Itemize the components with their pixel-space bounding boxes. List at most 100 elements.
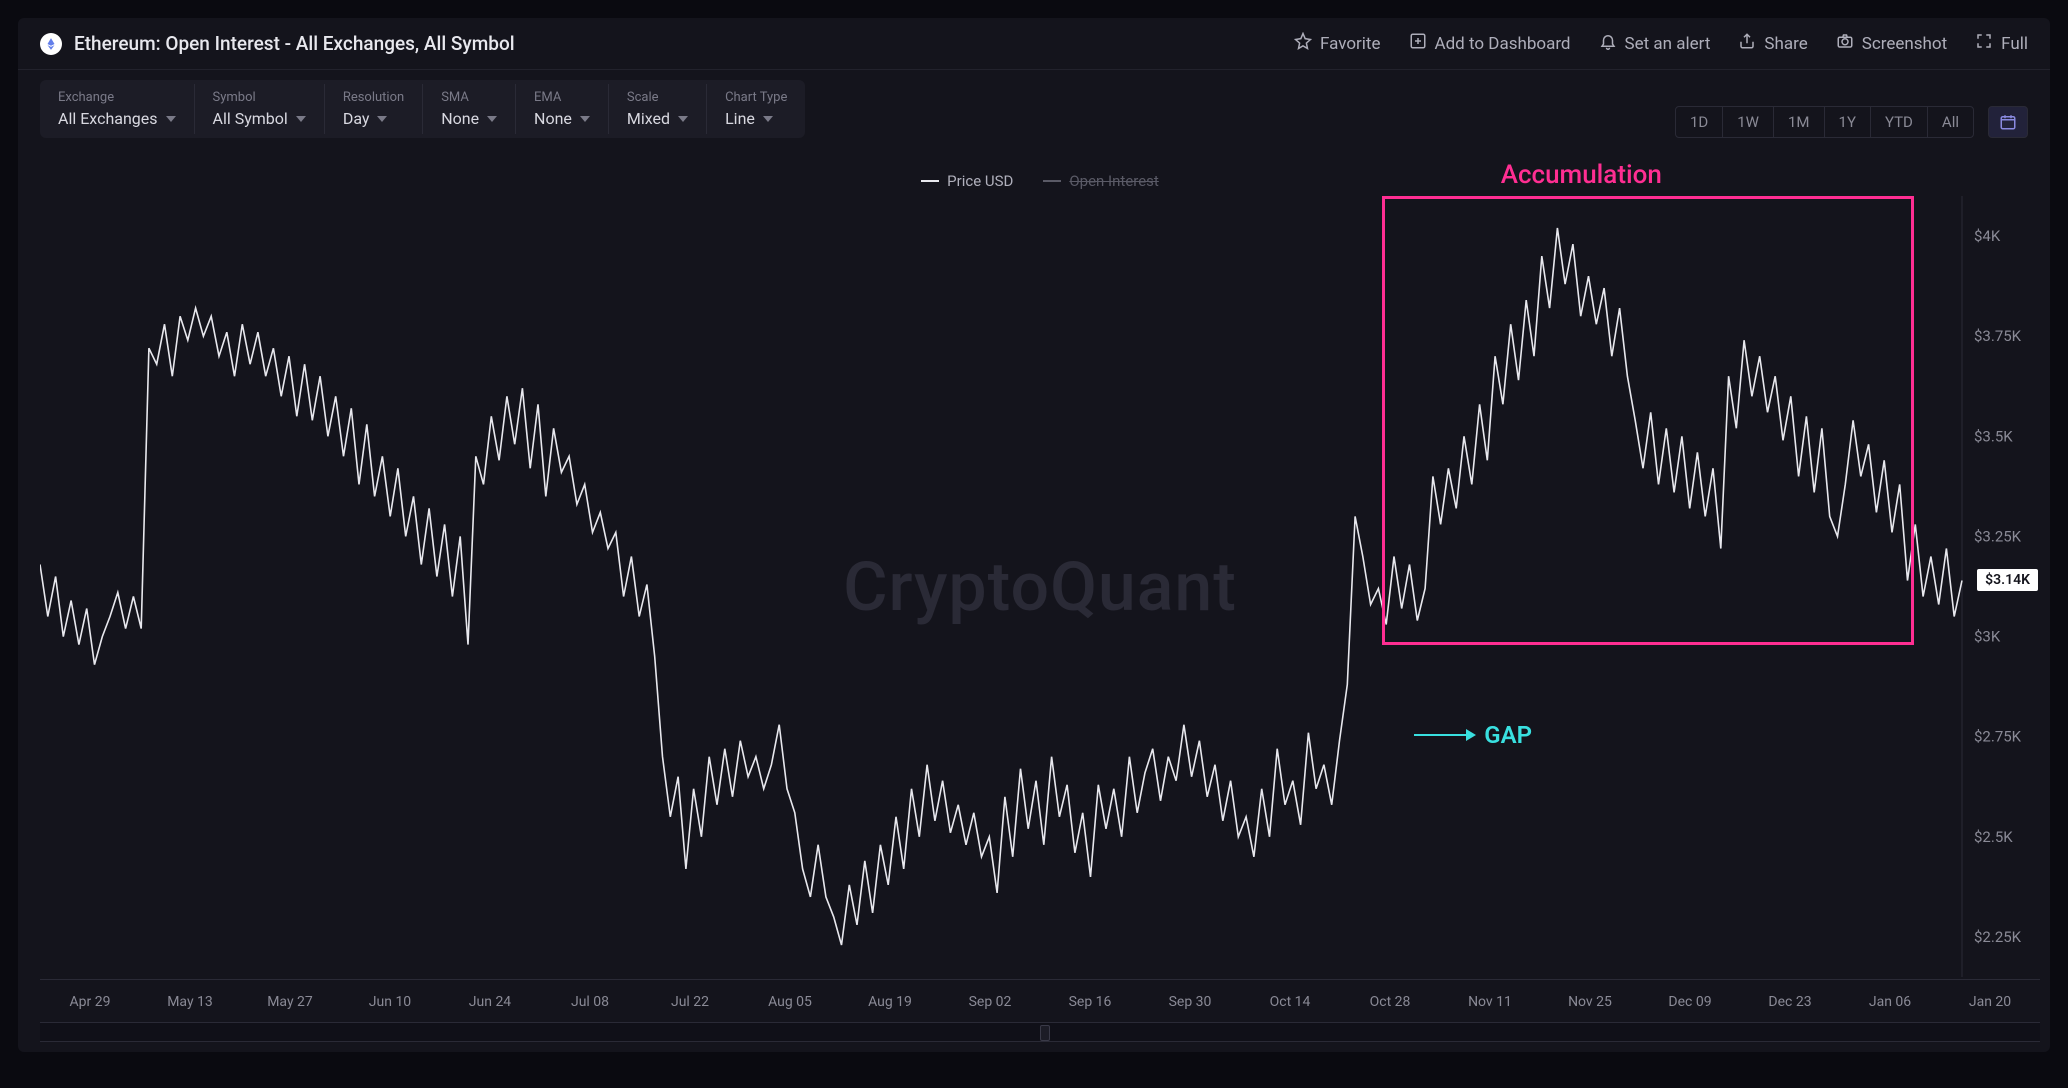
filter-label: Symbol xyxy=(213,90,306,105)
scrubber-handle[interactable] xyxy=(1040,1025,1050,1041)
filter-value[interactable]: All Symbol xyxy=(213,109,306,128)
action-label: Set an alert xyxy=(1625,34,1711,54)
y-tick-label: $2.25K xyxy=(1974,928,2022,946)
filter-value[interactable]: Day xyxy=(343,109,404,128)
filter-label: Chart Type xyxy=(725,90,787,105)
x-tick: Sep 02 xyxy=(940,994,1040,1010)
x-tick: Jul 08 xyxy=(540,994,640,1010)
screenshot-button[interactable]: Screenshot xyxy=(1836,32,1947,55)
range-1d[interactable]: 1D xyxy=(1676,107,1723,137)
x-tick: Jan 06 xyxy=(1840,994,1940,1010)
y-tick-label: $3.75K xyxy=(1974,327,2022,345)
range-1y[interactable]: 1Y xyxy=(1825,107,1871,137)
x-tick: Sep 30 xyxy=(1140,994,1240,1010)
filter-symbol[interactable]: Symbol All Symbol xyxy=(195,84,325,134)
filter-label: Exchange xyxy=(58,90,176,105)
chevron-down-icon xyxy=(580,116,590,122)
filter-value[interactable]: None xyxy=(441,109,497,128)
x-axis: Apr 29May 13May 27Jun 10Jun 24Jul 08Jul … xyxy=(40,979,2040,1042)
chevron-down-icon xyxy=(377,116,387,122)
favorite-button[interactable]: Favorite xyxy=(1294,32,1381,55)
action-label: Screenshot xyxy=(1862,34,1947,54)
add-to-dashboard-button[interactable]: Add to Dashboard xyxy=(1409,32,1571,55)
filter-group: Exchange All ExchangesSymbol All SymbolR… xyxy=(40,80,805,138)
ethereum-icon xyxy=(40,33,62,55)
legend-price-usd[interactable]: Price USD xyxy=(921,172,1013,190)
y-tick-label: $2.5K xyxy=(1974,828,2013,846)
range-button-group: 1D1W1M1YYTDAll xyxy=(1675,106,1974,138)
chart-legend: Price USD Open Interest xyxy=(40,162,2040,196)
share-icon xyxy=(1738,32,1756,55)
legend-swatch xyxy=(921,180,939,182)
x-tick: May 13 xyxy=(140,994,240,1010)
chart-wrap: Price USDOpen Interest CryptoQuant $4K$3… xyxy=(18,152,2050,1052)
x-tick: Nov 25 xyxy=(1540,994,1640,1010)
legend-swatch xyxy=(1043,180,1061,182)
x-tick: Dec 09 xyxy=(1640,994,1740,1010)
dashboard-icon xyxy=(1409,32,1427,55)
chart-title: Ethereum: Open Interest - All Exchanges,… xyxy=(74,32,515,55)
y-tick-label: $4K xyxy=(1974,227,2001,245)
filter-value[interactable]: All Exchanges xyxy=(58,109,176,128)
range-1m[interactable]: 1M xyxy=(1774,107,1825,137)
chevron-down-icon xyxy=(166,116,176,122)
full-button[interactable]: Full xyxy=(1975,32,2028,55)
controls-row: Exchange All ExchangesSymbol All SymbolR… xyxy=(18,70,2050,152)
range-all[interactable]: All xyxy=(1928,107,1973,137)
x-tick: Jun 10 xyxy=(340,994,440,1010)
chevron-down-icon xyxy=(296,116,306,122)
x-tick: Oct 28 xyxy=(1340,994,1440,1010)
calendar-button[interactable] xyxy=(1988,106,2028,138)
y-tick-label: $2.75K xyxy=(1974,728,2022,746)
y-tick-label: $3.25K xyxy=(1974,527,2022,545)
legend-label: Open Interest xyxy=(1069,172,1158,190)
x-tick: Oct 14 xyxy=(1240,994,1340,1010)
current-price-badge: $3.14K xyxy=(1977,569,2038,591)
star-icon xyxy=(1294,32,1312,55)
filter-scale[interactable]: Scale Mixed xyxy=(609,84,707,134)
plot-area[interactable]: CryptoQuant $4K$3.75K$3.5K$3.25K$3K$2.75… xyxy=(40,196,2040,977)
price-line-chart: $4K $3.75K $3.5K $3.25K $3K $2.75K $2.5K $2.25K xyxy=(40,196,2040,977)
price-line xyxy=(40,228,1962,945)
x-tick: Jan 20 xyxy=(1940,994,2040,1010)
action-label: Favorite xyxy=(1320,34,1381,54)
x-tick: Aug 05 xyxy=(740,994,840,1010)
filter-value[interactable]: None xyxy=(534,109,590,128)
x-tick: Jul 22 xyxy=(640,994,740,1010)
filter-value[interactable]: Line xyxy=(725,109,787,128)
filter-chart-type[interactable]: Chart Type Line xyxy=(707,84,805,134)
filter-resolution[interactable]: Resolution Day xyxy=(325,84,423,134)
legend-open-interest[interactable]: Open Interest xyxy=(1043,172,1158,190)
filter-label: EMA xyxy=(534,90,590,105)
filter-value[interactable]: Mixed xyxy=(627,109,688,128)
x-tick: Jun 24 xyxy=(440,994,540,1010)
action-label: Add to Dashboard xyxy=(1435,34,1571,54)
filter-sma[interactable]: SMA None xyxy=(423,84,516,134)
bell-icon xyxy=(1599,32,1617,55)
share-button[interactable]: Share xyxy=(1738,32,1807,55)
action-label: Share xyxy=(1764,34,1807,54)
set-an-alert-button[interactable]: Set an alert xyxy=(1599,32,1711,55)
filter-label: Scale xyxy=(627,90,688,105)
x-tick: Apr 29 xyxy=(40,994,140,1010)
range-1w[interactable]: 1W xyxy=(1723,107,1774,137)
time-scrubber[interactable] xyxy=(40,1022,2040,1042)
header-actions: Favorite Add to Dashboard Set an alert Shar… xyxy=(1294,32,2028,55)
y-tick-label: $3K xyxy=(1974,628,2001,646)
x-tick: May 27 xyxy=(240,994,340,1010)
y-tick-label: $3.5K xyxy=(1974,427,2013,445)
expand-icon xyxy=(1975,32,1993,55)
chevron-down-icon xyxy=(763,116,773,122)
action-label: Full xyxy=(2001,34,2028,54)
filter-label: Resolution xyxy=(343,90,404,105)
chevron-down-icon xyxy=(487,116,497,122)
x-tick: Sep 16 xyxy=(1040,994,1140,1010)
camera-icon xyxy=(1836,32,1854,55)
range-ytd[interactable]: YTD xyxy=(1871,107,1928,137)
filter-label: SMA xyxy=(441,90,497,105)
filter-exchange[interactable]: Exchange All Exchanges xyxy=(40,84,195,134)
chart-panel: Ethereum: Open Interest - All Exchanges,… xyxy=(18,18,2050,1052)
x-axis-ticks: Apr 29May 13May 27Jun 10Jun 24Jul 08Jul … xyxy=(40,980,2040,1022)
filter-ema[interactable]: EMA None xyxy=(516,84,609,134)
legend-label: Price USD xyxy=(947,172,1013,190)
